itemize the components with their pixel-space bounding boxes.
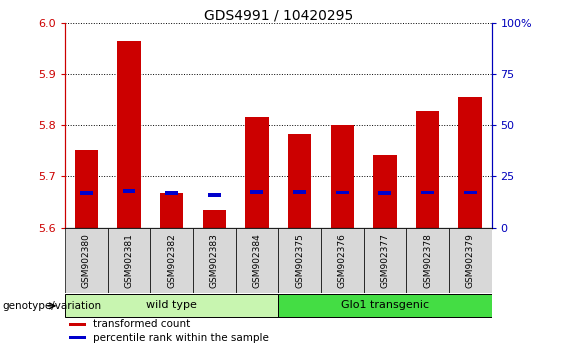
Text: Glo1 transgenic: Glo1 transgenic — [341, 300, 429, 310]
Text: GSM902375: GSM902375 — [295, 233, 304, 288]
Text: GSM902384: GSM902384 — [253, 233, 262, 288]
Bar — [65, 295, 278, 317]
Bar — [165, 191, 178, 195]
Bar — [458, 97, 482, 228]
Bar — [123, 189, 136, 193]
Bar — [288, 134, 311, 228]
Text: GSM902377: GSM902377 — [380, 233, 389, 288]
Bar — [379, 191, 392, 195]
Bar — [80, 191, 93, 195]
Bar — [279, 295, 492, 317]
Bar — [208, 193, 221, 197]
Bar — [69, 336, 86, 339]
Bar — [245, 117, 269, 228]
Bar — [406, 228, 449, 293]
Text: wild type: wild type — [146, 300, 197, 310]
Text: genotype/variation: genotype/variation — [3, 301, 102, 311]
Text: GDS4991 / 10420295: GDS4991 / 10420295 — [203, 9, 353, 23]
Bar — [279, 228, 321, 293]
Bar — [69, 323, 86, 326]
Text: GSM902382: GSM902382 — [167, 233, 176, 288]
Bar — [250, 190, 263, 194]
Bar — [107, 228, 150, 293]
Bar — [449, 228, 492, 293]
Bar — [321, 228, 364, 293]
Bar — [364, 228, 406, 293]
Text: GSM902378: GSM902378 — [423, 233, 432, 288]
Bar — [293, 190, 306, 194]
Bar — [464, 190, 477, 194]
Bar — [202, 210, 226, 228]
Text: GSM902381: GSM902381 — [124, 233, 133, 288]
Text: GSM902383: GSM902383 — [210, 233, 219, 288]
Bar — [193, 228, 236, 293]
Bar — [150, 228, 193, 293]
Bar — [336, 190, 349, 194]
Bar — [160, 193, 184, 228]
Text: transformed count: transformed count — [93, 319, 190, 330]
Bar — [117, 41, 141, 228]
Text: GSM902379: GSM902379 — [466, 233, 475, 288]
Bar — [416, 111, 440, 228]
Bar — [331, 125, 354, 228]
Text: GSM902380: GSM902380 — [82, 233, 91, 288]
Bar — [373, 155, 397, 228]
Text: GSM902376: GSM902376 — [338, 233, 347, 288]
Bar — [65, 228, 107, 293]
Bar — [421, 190, 434, 194]
Text: percentile rank within the sample: percentile rank within the sample — [93, 333, 268, 343]
Bar — [236, 228, 278, 293]
Bar — [75, 150, 98, 228]
